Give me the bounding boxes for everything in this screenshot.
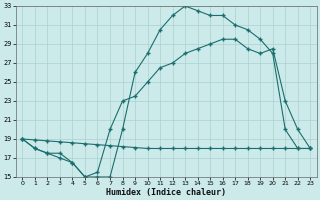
X-axis label: Humidex (Indice chaleur): Humidex (Indice chaleur) xyxy=(106,188,226,197)
